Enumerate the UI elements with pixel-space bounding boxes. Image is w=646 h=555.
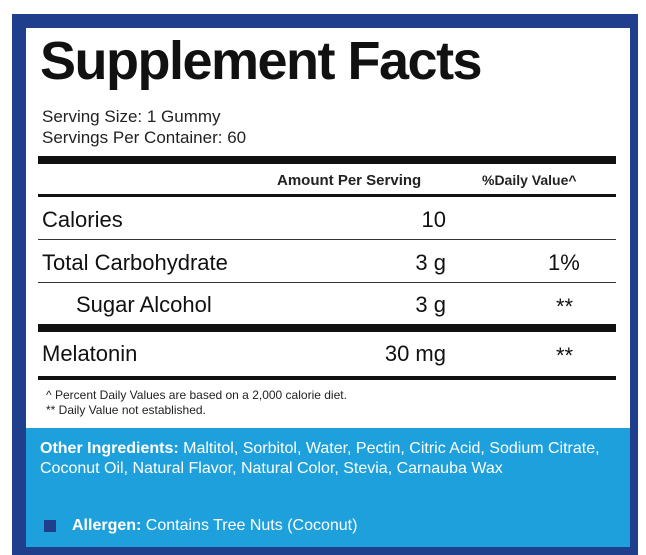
row-melatonin-amount: 30 mg [384, 341, 446, 366]
row-carbohydrate-amount: 3 g [415, 250, 446, 275]
bottom-divider [38, 376, 616, 380]
ingredients-text: Maltitol, Sorbitol, Water, Pectin, Citri… [40, 440, 600, 477]
row-melatonin-daily-value: ** [556, 343, 574, 368]
row-melatonin-name: Melatonin [42, 341, 138, 366]
header-amount: Amount Per Serving [277, 172, 422, 189]
allergen-square-icon [44, 520, 56, 532]
allergen-label: Allergen: [72, 517, 142, 534]
footnote-daily-values: ^ Percent Daily Values are based on a 2,… [46, 388, 347, 402]
label-title: Supplement Facts [40, 31, 483, 91]
allergen-text: Contains Tree Nuts (Coconut) [141, 517, 358, 534]
row-divider [38, 282, 616, 283]
row-divider [38, 239, 616, 240]
other-ingredients: Other Ingredients: Maltitol, Sorbitol, W… [40, 439, 620, 479]
allergen-statement: Allergen: Contains Tree Nuts (Coconut) [72, 517, 357, 535]
servings-per-container: Servings Per Container: 60 [42, 128, 247, 147]
thick-divider [38, 324, 616, 332]
row-calories-amount: 10 [421, 207, 446, 232]
header-daily-value: %Daily Value^ [482, 172, 577, 188]
row-sugar-alcohol-name: Sugar Alcohol [76, 292, 212, 317]
row-carbohydrate-name: Total Carbohydrate [42, 250, 228, 275]
facts-panel [26, 28, 630, 428]
header-divider [38, 194, 616, 197]
serving-size: Serving Size: 1 Gummy [42, 107, 221, 126]
ingredients-label: Other Ingredients: [40, 440, 179, 457]
thick-divider [38, 156, 616, 164]
row-sugar-alcohol-amount: 3 g [415, 292, 446, 317]
footnote-not-established: ** Daily Value not established. [46, 403, 206, 417]
row-calories-name: Calories [42, 207, 123, 232]
ingredients-box [26, 428, 630, 547]
row-carbohydrate-daily-value: 1% [548, 250, 580, 275]
row-sugar-alcohol-daily-value: ** [556, 294, 574, 319]
